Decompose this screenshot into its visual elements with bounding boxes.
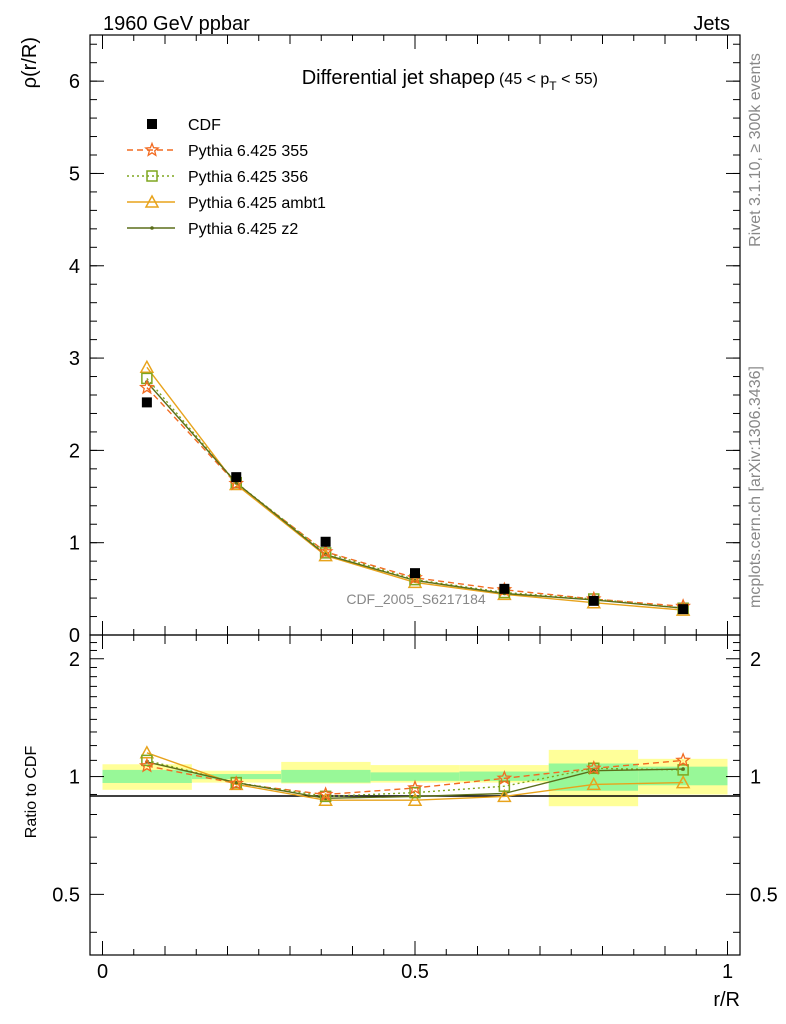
main-data-point [678,604,689,615]
x-tick-label: 1 [722,961,733,983]
legend-label: CDF [188,117,221,134]
main-data-point [410,568,420,579]
ratio-data-point [681,767,685,771]
main-y-tick-label: 3 [69,348,80,370]
main-y-tick-label: 2 [69,440,80,462]
main-y-tick-label: 6 [69,71,80,93]
ratio-y-tick-label-right: 2 [750,649,761,671]
ratio-inner-band [370,772,460,781]
main-panel: 0 1 2 3 4 5 6 [69,34,741,647]
ratio-data-point [141,754,153,767]
header-right: Jets [693,13,730,35]
chart-title-suffix: (45 < p [499,71,549,88]
ratio-y-tick-label-right: 0.5 [750,884,778,906]
main-ylabel: ρ(r/R) [19,37,41,88]
ratio-y-tick-label: 0.5 [52,884,80,906]
ratio-data-point [234,780,239,785]
ratio-inner-band [459,771,549,781]
ratio-data-point [496,770,513,785]
analysis-watermark: CDF_2005_S6217184 [346,591,486,607]
header-left: 1960 GeV ppbar [103,13,250,35]
legend-label: Pythia 6.425 ambt1 [188,195,326,212]
x-tick-label: 0 [97,961,108,983]
ratio-data-point [497,788,512,803]
main-data-point [139,359,155,374]
legend-label: Pythia 6.425 355 [188,143,308,160]
main-data-point [499,583,510,594]
chart-title-main: Differential jet shapeρ [302,67,495,89]
ratio-tick-layer: 0.5 0.5 1 1 2 2 0 0.5 1 [52,635,778,983]
main-data-point [588,595,599,606]
main-data-point [317,543,334,559]
ratio-y-tick-label-right: 1 [750,767,761,789]
legend-marker [144,141,160,157]
legend: CDF Pythia 6.425 355 Pythia 6.425 356 Pythi… [127,117,326,238]
ratio-panel: 0.5 0.5 1 1 2 2 0 0.5 1 [52,634,778,983]
ratio-data-point [409,786,421,799]
main-y-tick-label: 4 [69,256,80,278]
legend-label: Pythia 6.425 z2 [188,221,298,238]
ratio-data-point [675,752,692,768]
ratio-data-point [319,790,332,803]
ratio-frame [89,634,741,956]
rivet-label: Rivet 3.1.10, ≥ 300k events [747,53,764,247]
ratio-inner-band [281,769,371,783]
main-data-point [231,472,242,483]
ratio-y-tick-label: 2 [69,649,80,671]
ratio-data-point [675,775,691,789]
legend-marker [150,226,154,230]
ratio-data-point [407,792,423,806]
main-tick-layer: 0 1 2 3 4 5 6 [69,35,740,647]
ratio-data-point [138,757,155,773]
main-y-tick-label: 0 [69,625,80,647]
ratio-inner-band [548,763,639,791]
main-data-point [141,397,152,408]
ratio-inner-band [102,769,192,783]
main-data-point [141,372,153,385]
ratio-ylabel: Ratio to CDF [23,746,40,839]
main-y-tick-label: 1 [69,533,80,555]
ratio-data-point [677,764,689,776]
chart-title-end: < 55) [557,71,598,88]
ratio-data-point [317,786,334,802]
ratio-series-markers [138,745,692,806]
chart-title-sub: T [549,79,557,93]
x-tick-label: 0.5 [401,961,429,983]
main-y-tick-label: 5 [69,163,80,185]
ratio-data-point [586,776,602,791]
mcplots-label: mcplots.cern.ch [arXiv:1306.3436] [747,366,764,608]
ratio-data-point [228,775,245,791]
ratio-data-point [139,745,155,759]
ratio-y-tick-label: 1 [69,767,80,789]
legend-label: Pythia 6.425 356 [188,169,308,186]
x-axis-label: r/R [713,989,740,1011]
main-data-point [320,536,331,547]
chart-title: Differential jet shapeρ (45 < pT < 55) [302,67,598,93]
legend-marker [146,170,158,182]
main-data-point [319,547,332,559]
legend-marker [147,119,157,129]
ratio-data-point [585,760,602,775]
legend-marker [144,194,160,208]
ratio-data-point [407,779,423,795]
main-data-point [138,379,155,395]
main-series-markers [138,359,692,616]
ratio-series-line [146,759,684,798]
